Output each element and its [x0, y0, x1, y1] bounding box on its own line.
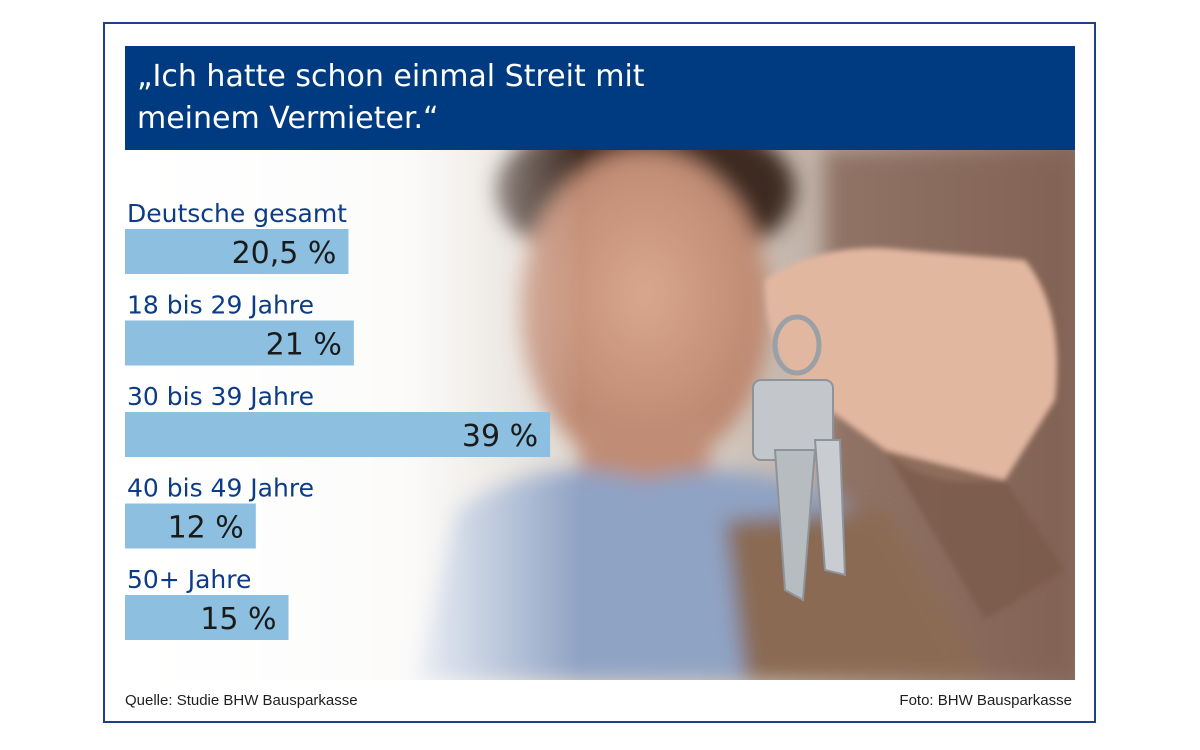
bar-50-jahre	[125, 595, 289, 640]
value-label-30-bis-39-jahre: 39 %	[462, 419, 538, 454]
bar-deutsche-gesamt	[125, 229, 349, 274]
chart-title: „Ich hatte schon einmal Streit mit meine…	[137, 56, 645, 140]
value-label-40-bis-49-jahre: 12 %	[168, 511, 244, 546]
photo-credit: Foto: BHW Bausparkasse	[899, 692, 1072, 709]
value-label-18-bis-29-jahre: 21 %	[266, 328, 342, 363]
bar-30-bis-39-jahre	[125, 412, 551, 457]
source-note: Quelle: Studie BHW Bausparkasse	[125, 692, 358, 709]
bar-18-bis-29-jahre	[125, 320, 354, 366]
title-line-1: „Ich hatte schon einmal Streit mit	[137, 59, 645, 94]
bar-40-bis-49-jahre	[125, 503, 256, 549]
category-label-50-jahre: 50+ Jahre	[127, 565, 251, 594]
value-label-deutsche-gesamt: 20,5 %	[232, 236, 337, 271]
title-line-2: meinem Vermieter.“	[137, 101, 439, 136]
category-label-30-bis-39-jahre: 30 bis 39 Jahre	[127, 382, 314, 411]
title-banner: „Ich hatte schon einmal Streit mit meine…	[125, 46, 1075, 150]
category-label-deutsche-gesamt: Deutsche gesamt	[127, 199, 347, 228]
photo-illustration	[125, 150, 1075, 680]
value-label-50-jahre: 15 %	[200, 602, 276, 637]
category-label-18-bis-29-jahre: 18 bis 29 Jahre	[127, 291, 314, 320]
category-label-40-bis-49-jahre: 40 bis 49 Jahre	[127, 474, 314, 503]
